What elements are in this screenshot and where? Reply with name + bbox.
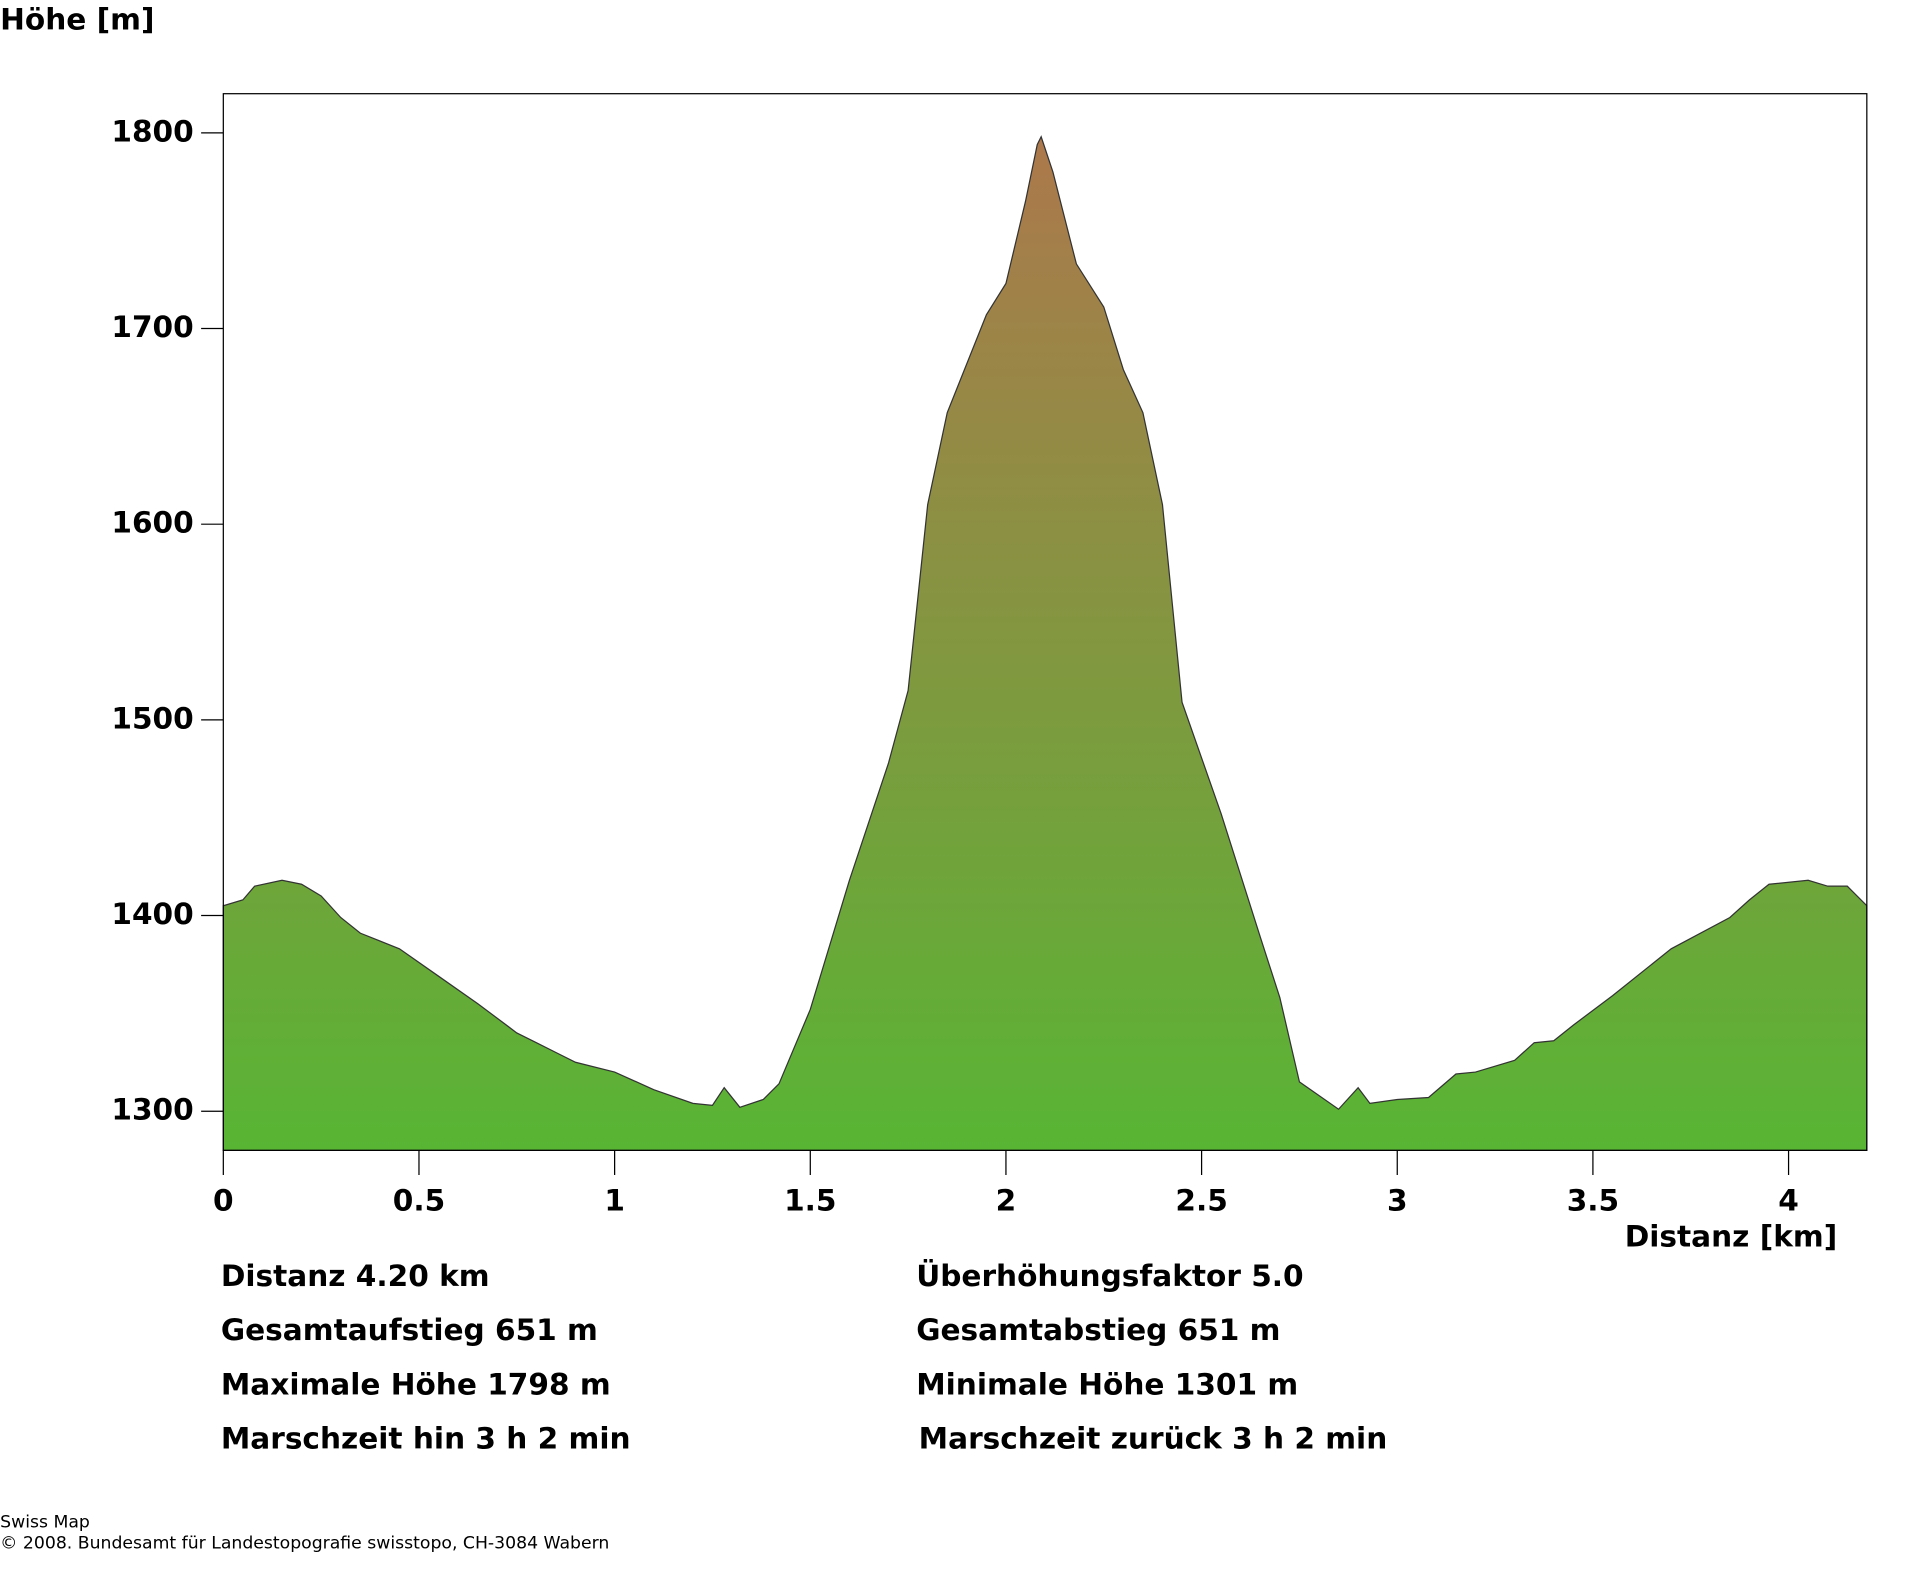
plot-frame — [222, 93, 1868, 1151]
footer: Swiss Map — [0, 1513, 90, 1533]
stat: Überhöhungsfaktor 5.0 — [916, 1257, 1303, 1293]
x-tick-label: 2.5 — [1175, 1184, 1227, 1218]
x-tick-label: 0.5 — [393, 1184, 445, 1218]
x-tick-label: 1.5 — [784, 1184, 836, 1218]
y-tick-label: 1600 — [111, 506, 193, 540]
x-axis-label: Distanz [km] — [1625, 1219, 1838, 1253]
x-tick-label: 2 — [996, 1184, 1017, 1218]
stat: Distanz 4.20 km — [221, 1259, 490, 1293]
stat: Minimale Höhe 1301 m — [916, 1367, 1298, 1401]
x-tick-label: 4 — [1778, 1184, 1799, 1218]
y-tick-label: 1300 — [111, 1093, 193, 1127]
y-tick-label: 1700 — [111, 310, 193, 344]
elevation-area — [222, 135, 1868, 1151]
x-tick-label: 0 — [213, 1184, 234, 1218]
y-tick-label: 1400 — [111, 897, 193, 931]
stat: Maximale Höhe 1798 m — [221, 1367, 611, 1401]
x-tick-label: 3 — [1387, 1184, 1408, 1218]
stat: Gesamtaufstieg 651 m — [221, 1313, 598, 1347]
x-tick-label: 3.5 — [1567, 1184, 1619, 1218]
y-tick-label: 1500 — [111, 701, 193, 735]
stat: Marschzeit zurück 3 h 2 min — [919, 1422, 1388, 1456]
y-axis-label: Höhe [m] — [0, 2, 154, 36]
footer: © 2008. Bundesamt für Landestopografie s… — [0, 1534, 609, 1554]
stat: Gesamtabstieg 651 m — [916, 1313, 1280, 1347]
x-tick-label: 1 — [604, 1184, 625, 1218]
y-tick-label: 1800 — [111, 114, 193, 148]
stat: Marschzeit hin 3 h 2 min — [221, 1422, 631, 1456]
